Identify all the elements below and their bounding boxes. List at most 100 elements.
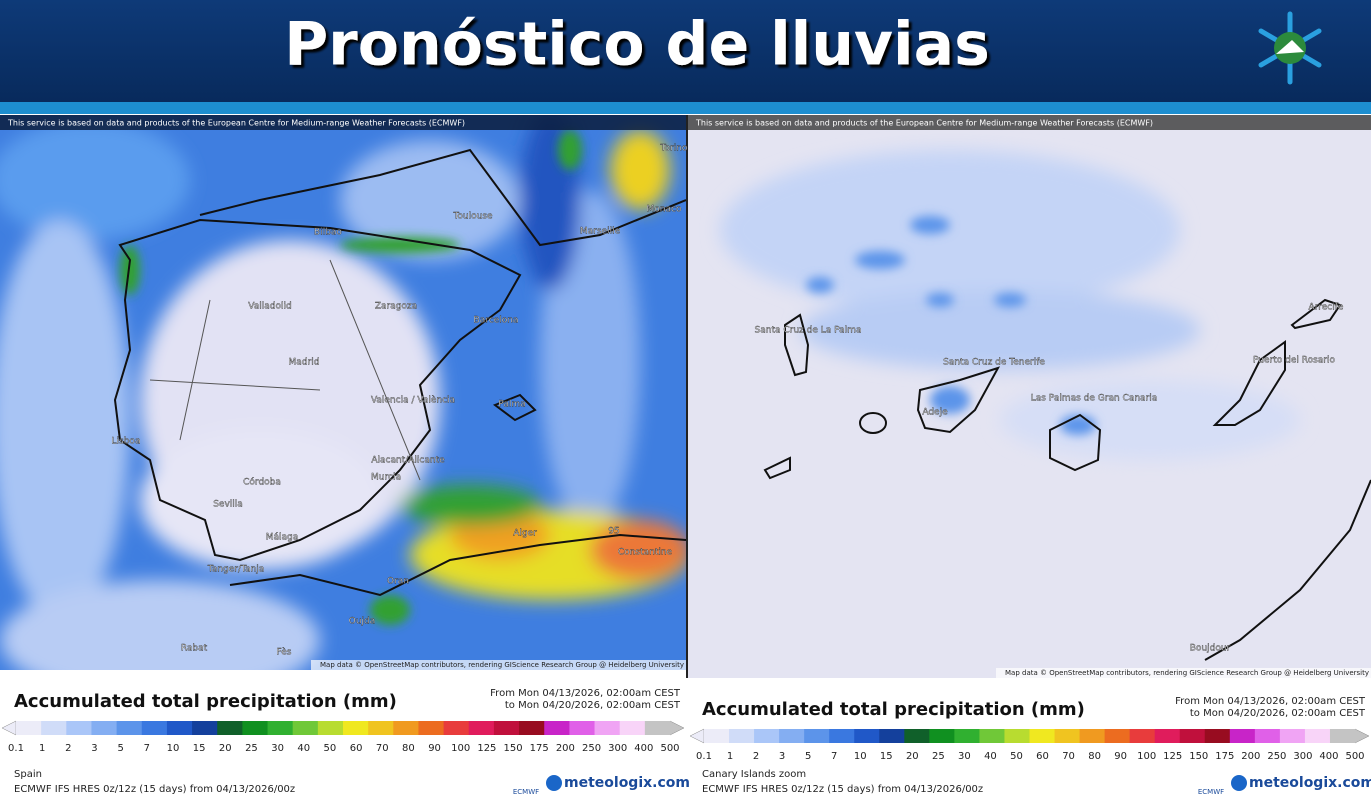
scale-swatch	[292, 721, 319, 735]
scale-label: 5	[805, 751, 811, 762]
scale-label: 200	[556, 743, 575, 754]
scale-swatch	[804, 729, 830, 743]
scale-label: 25	[245, 743, 258, 754]
brand-icon	[546, 775, 562, 791]
scale-swatch	[854, 729, 880, 743]
scale-label: 500	[660, 743, 679, 754]
scale-label: 150	[1189, 751, 1208, 762]
scale-swatch	[619, 721, 646, 735]
scale-swatch	[66, 721, 92, 735]
scale-label: 60	[350, 743, 363, 754]
scale-swatch	[192, 721, 218, 735]
logo-icon	[1258, 11, 1322, 85]
scale-swatch	[1229, 729, 1256, 743]
place-label: Constantine	[618, 548, 673, 558]
scale-swatch	[779, 729, 805, 743]
scale-label: 300	[608, 743, 627, 754]
scale-swatch	[1029, 729, 1056, 743]
scale-label: 5	[117, 743, 123, 754]
scale-swatch	[879, 729, 905, 743]
scale-swatch	[116, 721, 143, 735]
legend-title: Accumulated total precipitation (mm)	[14, 691, 397, 712]
scale-swatch	[1204, 729, 1231, 743]
place-label: Madrid	[289, 358, 320, 368]
place-label: Bilbao	[314, 228, 342, 238]
scale-swatch	[166, 721, 193, 735]
scale-swatch	[829, 729, 855, 743]
scale-swatch	[954, 729, 980, 743]
attribution: Map data © OpenStreetMap contributors, r…	[1005, 669, 1369, 677]
date-to: to Mon 04/20/2026, 02:00am CEST	[505, 700, 681, 711]
scale-swatch	[569, 721, 596, 735]
scale-label: 3	[779, 751, 785, 762]
scale-label: 15	[193, 743, 206, 754]
scale-label: 175	[530, 743, 549, 754]
scale-label: 7	[831, 751, 837, 762]
scale-swatch	[594, 721, 621, 735]
map-canarias	[688, 115, 1371, 678]
legend-title: Accumulated total precipitation (mm)	[702, 699, 1085, 720]
scale-label: 400	[1319, 751, 1338, 762]
scale-swatch	[1279, 729, 1306, 743]
place-label: Barcelona	[474, 316, 519, 326]
place-label: Adeje	[922, 408, 948, 418]
scale-label: 40	[297, 743, 310, 754]
place-label: Oujda	[349, 617, 376, 627]
scale-label: 20	[219, 743, 232, 754]
scale-label: 7	[144, 743, 150, 754]
scale-swatch	[1079, 729, 1106, 743]
model-info: ECMWF IFS HRES 0z/12z (15 days) from 04/…	[14, 784, 295, 795]
scale-label: 250	[1267, 751, 1286, 762]
scale-swatch	[979, 729, 1005, 743]
scale-label: 125	[1163, 751, 1182, 762]
scale-swatch	[1054, 729, 1081, 743]
scale-swatch	[418, 721, 445, 735]
place-label: Zaragoza	[375, 302, 417, 312]
scale-swatch	[1154, 729, 1181, 743]
scale-label: 90	[428, 743, 441, 754]
scale-swatch	[41, 721, 67, 735]
header-bar	[0, 0, 1371, 102]
scale-label: 2	[753, 751, 759, 762]
scale-label: 25	[932, 751, 945, 762]
scale-swatch	[519, 721, 545, 735]
place-label: Tanger/Tanja	[207, 565, 264, 575]
scale-label: 2	[65, 743, 71, 754]
scale-label: 80	[402, 743, 415, 754]
scale-swatch	[1179, 729, 1206, 743]
scale-swatch	[1104, 729, 1131, 743]
ecmwf-logo: ECMWF	[513, 788, 539, 796]
attribution-bg	[311, 660, 686, 670]
place-label: Córdoba	[243, 477, 281, 488]
scale-swatch	[704, 729, 730, 743]
place-label: Boujdour	[1190, 644, 1231, 654]
scale-swatch	[317, 721, 344, 735]
scale-label: 90	[1114, 751, 1127, 762]
scale-label: 500	[1345, 751, 1364, 762]
scale-swatch	[217, 721, 243, 735]
region: Spain	[14, 769, 42, 780]
place-label: Rabat	[181, 644, 208, 654]
scale-swatch	[1004, 729, 1030, 743]
scale-swatch	[929, 729, 955, 743]
scale-label: 1	[39, 743, 45, 754]
scale-label: 100	[1137, 751, 1156, 762]
region: Canary Islands zoom	[702, 769, 806, 780]
place-label: Alacant/Alicante	[371, 456, 445, 466]
place-label: Sevilla	[213, 500, 243, 510]
scale-swatch	[242, 721, 269, 735]
scale-swatch	[267, 721, 294, 735]
brand-icon	[1231, 775, 1247, 791]
map-spain	[0, 115, 686, 670]
scale-label: 3	[91, 743, 97, 754]
scale-swatch	[393, 721, 419, 735]
scale-label: 50	[1010, 751, 1023, 762]
scale-swatch	[493, 721, 520, 735]
scale-label: 30	[271, 743, 284, 754]
scale-label: 0.1	[696, 751, 712, 762]
date-from: From Mon 04/13/2026, 02:00am CEST	[490, 688, 681, 699]
scale-swatch	[16, 721, 42, 735]
scale-label: 10	[854, 751, 867, 762]
